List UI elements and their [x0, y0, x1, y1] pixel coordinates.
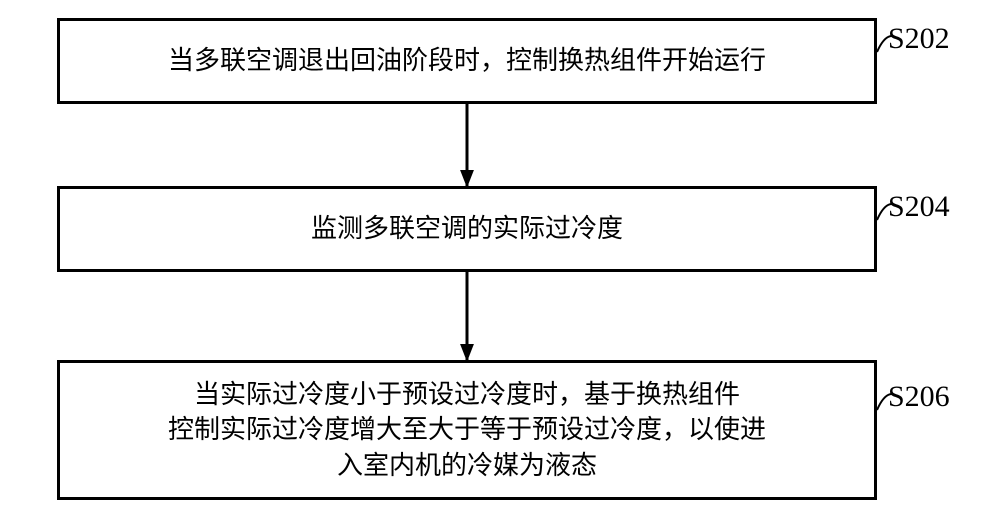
- step-label-s204: S204: [888, 190, 950, 224]
- flowchart-canvas: 当多联空调退出回油阶段时，控制换热组件开始运行监测多联空调的实际过冷度当实际过冷…: [0, 0, 1000, 525]
- step-label-s206: S206: [888, 380, 950, 414]
- flow-node-s204: 监测多联空调的实际过冷度: [57, 186, 877, 272]
- flow-node-s202: 当多联空调退出回油阶段时，控制换热组件开始运行: [57, 18, 877, 104]
- flow-node-s206: 当实际过冷度小于预设过冷度时，基于换热组件 控制实际过冷度增大至大于等于预设过冷…: [57, 360, 877, 500]
- step-label-s202: S202: [888, 22, 950, 56]
